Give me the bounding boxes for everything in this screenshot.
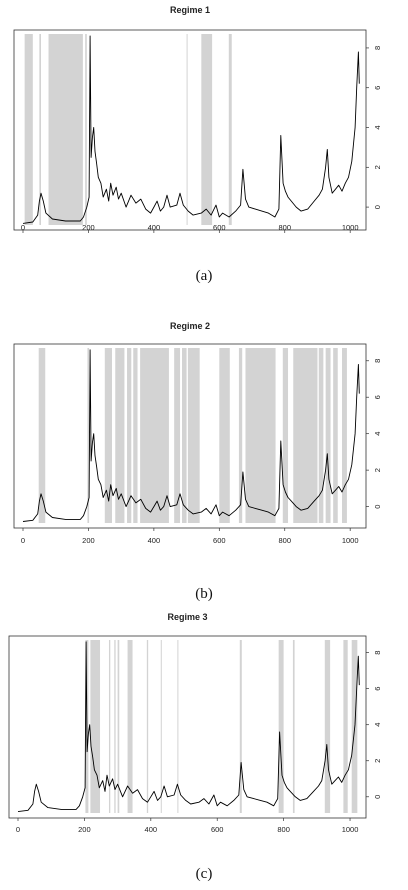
regime-shade xyxy=(219,348,230,523)
x-tick-label: 600 xyxy=(213,536,226,545)
y-tick-label: 8 xyxy=(373,651,382,655)
y-tick-label: 4 xyxy=(373,125,382,129)
y-tick-label: 2 xyxy=(373,468,382,472)
regime-shade xyxy=(127,640,133,813)
regime-shade xyxy=(87,348,90,523)
series-line xyxy=(22,35,360,224)
regime-shade xyxy=(48,34,83,225)
chart-panel-2: Regime 2 0 200 400 600 800 1000 0 2 4 6 8 (b) xyxy=(13,321,382,602)
x-tick-label: 600 xyxy=(211,825,224,834)
regime-shade xyxy=(117,640,120,813)
x-tick-label: 800 xyxy=(278,536,291,545)
regime-shade xyxy=(187,348,200,523)
regime-shade xyxy=(115,348,125,523)
x-tick-label: 400 xyxy=(148,223,161,232)
chart-title: Regime 3 xyxy=(167,612,207,622)
plot-frame xyxy=(13,343,367,529)
plot-frame xyxy=(8,635,367,819)
x-tick-label: 200 xyxy=(82,223,95,232)
panel-caption: (a) xyxy=(196,268,213,284)
plot-frame xyxy=(13,29,367,231)
regime-shade xyxy=(90,640,101,813)
regime-shade xyxy=(324,640,331,813)
regime-shade xyxy=(292,640,295,813)
y-tick-label: 6 xyxy=(373,687,382,691)
regime-shade xyxy=(108,640,111,813)
regime-shade xyxy=(343,640,348,813)
y-tick-label: 2 xyxy=(373,165,382,169)
regime-shade xyxy=(174,348,181,523)
chart-title: Regime 2 xyxy=(170,321,210,331)
y-tick-label: 6 xyxy=(373,86,382,90)
x-tick-label: 1000 xyxy=(342,223,359,232)
x-tick-label: 800 xyxy=(278,223,291,232)
regime-shade xyxy=(114,640,116,813)
x-tick-label: 400 xyxy=(145,825,158,834)
x-tick-label: 0 xyxy=(21,223,25,232)
series-line xyxy=(22,349,360,522)
regime-shade xyxy=(238,348,243,523)
chart-panel-1: Regime 1 0 200 400 600 800 1000 0 2 4 6 8 (a) xyxy=(13,5,382,284)
y-tick-label: 8 xyxy=(373,46,382,50)
regime-shade xyxy=(85,34,87,225)
y-tick-label: 0 xyxy=(373,795,382,799)
y-tick-label: 8 xyxy=(373,359,382,363)
x-tick-label: 400 xyxy=(148,536,161,545)
regime-shade xyxy=(24,34,33,225)
x-tick-label: 0 xyxy=(16,825,20,834)
regime-shade xyxy=(342,348,347,523)
y-tick-label: 2 xyxy=(373,759,382,763)
regime-shade xyxy=(38,348,46,523)
y-tick-label: 4 xyxy=(373,723,382,727)
regime-shade xyxy=(239,640,242,813)
regime-shade xyxy=(127,348,132,523)
y-tick-label: 0 xyxy=(373,505,382,509)
regime-shade xyxy=(293,348,318,523)
x-tick-label: 200 xyxy=(78,825,91,834)
x-tick-label: 200 xyxy=(82,536,95,545)
x-tick-label: 0 xyxy=(21,536,25,545)
panel-caption: (c) xyxy=(196,866,213,882)
panel-caption: (b) xyxy=(195,586,213,602)
chart-panel-3: Regime 3 0 200 400 600 800 1000 0 2 4 6 8 (c) xyxy=(8,612,382,882)
regime-shade xyxy=(282,348,289,523)
regime-shade xyxy=(182,348,187,523)
regime-shade xyxy=(278,640,284,813)
y-tick-label: 0 xyxy=(373,205,382,209)
regime-shade xyxy=(186,34,188,225)
x-tick-label: 600 xyxy=(213,223,226,232)
series-line xyxy=(17,641,360,813)
regime-shade xyxy=(146,640,149,813)
regime-shade xyxy=(333,348,338,523)
regime-shade xyxy=(133,348,138,523)
regime-shade xyxy=(325,348,331,523)
chart-title: Regime 1 xyxy=(170,5,210,15)
y-tick-label: 4 xyxy=(373,432,382,436)
regime-shade xyxy=(201,34,213,225)
regime-shade xyxy=(318,348,324,523)
regime-shade xyxy=(104,348,112,523)
regime-shade xyxy=(228,34,232,225)
x-tick-label: 800 xyxy=(277,825,290,834)
regime-shade xyxy=(39,34,41,225)
regime-shade xyxy=(160,640,162,813)
y-tick-label: 6 xyxy=(373,395,382,399)
regime-shade xyxy=(177,640,179,813)
regime-shade xyxy=(140,348,169,523)
regime-shade xyxy=(245,348,276,523)
x-tick-label: 1000 xyxy=(342,825,359,834)
x-tick-label: 1000 xyxy=(342,536,359,545)
